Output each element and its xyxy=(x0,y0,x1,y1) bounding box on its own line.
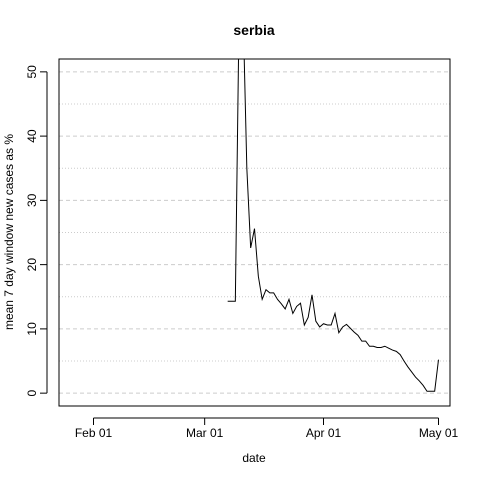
y-tick-label: 20 xyxy=(25,258,39,272)
y-tick-label: 50 xyxy=(25,65,39,79)
grid-lines xyxy=(59,71,450,394)
x-tick-label: Feb 01 xyxy=(75,426,113,440)
x-axis-label: date xyxy=(242,451,266,465)
x-tick-label: Apr 01 xyxy=(306,426,342,440)
axes: 0 10 20 30 40 50 Feb 01 Mar 01 Apr 01 May 01 xyxy=(25,65,458,440)
y-tick-label: 10 xyxy=(25,322,39,336)
series-line xyxy=(227,59,439,392)
y-tick-label: 30 xyxy=(25,193,39,207)
y-tick-label: 40 xyxy=(25,129,39,143)
y-tick-label: 0 xyxy=(25,389,39,396)
x-tick-label: Mar 01 xyxy=(186,426,224,440)
data-series xyxy=(227,59,439,392)
plot-frame xyxy=(58,58,451,407)
chart-title: serbia xyxy=(233,22,274,38)
x-tick-label: May 01 xyxy=(419,426,459,440)
y-axis-label: mean 7 day window new cases as % xyxy=(2,134,16,330)
